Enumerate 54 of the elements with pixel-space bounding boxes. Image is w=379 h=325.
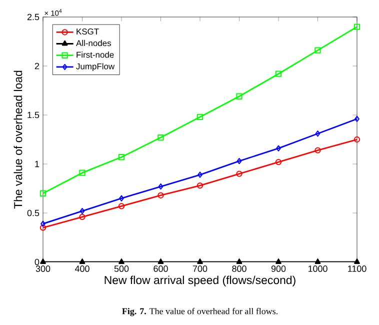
point	[236, 158, 242, 164]
point	[198, 172, 202, 178]
y-tick-label: 1	[35, 160, 40, 168]
point	[236, 93, 242, 100]
point	[276, 258, 282, 264]
point	[158, 183, 164, 190]
x-tick-label: 400	[74, 266, 90, 272]
point	[79, 214, 86, 220]
x-tick-label: 900	[271, 266, 286, 272]
point	[158, 258, 164, 264]
y-tick-label: 0.5	[27, 210, 40, 216]
x-axis-title: New flow arrival speed (flows/second)	[104, 276, 296, 286]
point	[79, 170, 86, 176]
point	[119, 195, 124, 202]
legend-label: All-nodes	[76, 40, 111, 46]
legend-label: First-node	[76, 52, 114, 58]
y-axis-title: The value of overhead load	[14, 70, 22, 209]
point	[196, 114, 204, 120]
x-tick-label: 1100	[348, 266, 366, 272]
point	[118, 154, 125, 160]
y-tick-label: 2	[34, 62, 40, 70]
point	[314, 47, 321, 54]
point	[40, 190, 46, 196]
point	[40, 258, 46, 264]
x-tick-label: 600	[154, 266, 168, 272]
point	[354, 258, 360, 264]
point	[79, 258, 86, 264]
point	[275, 70, 282, 77]
x-tick-label: 700	[192, 266, 208, 272]
point	[276, 145, 281, 152]
y-tick-label: 1.5	[28, 112, 40, 118]
point	[236, 170, 242, 177]
x-tick-label: 300	[36, 266, 50, 272]
point	[354, 24, 360, 30]
point	[314, 147, 321, 154]
x-tick-label: 1000	[308, 266, 328, 272]
point	[158, 192, 164, 198]
point	[158, 134, 164, 141]
point	[275, 158, 282, 166]
y-tick-label: 2.5	[27, 14, 40, 20]
x-tick-label: 500	[114, 266, 129, 272]
point	[314, 258, 321, 264]
point	[315, 130, 320, 137]
text: Fig. 7. The value of overhead for all flows.	[122, 308, 278, 316]
point	[236, 258, 242, 264]
x-tick-label: 800	[232, 266, 246, 272]
point	[118, 258, 124, 264]
point	[197, 258, 203, 264]
point	[196, 182, 204, 189]
legend-label: JumpFlow	[76, 63, 115, 72]
y-tick-label: 0	[34, 258, 40, 266]
point	[80, 208, 85, 214]
legend-label: KSGT	[76, 28, 99, 35]
point	[118, 203, 125, 210]
